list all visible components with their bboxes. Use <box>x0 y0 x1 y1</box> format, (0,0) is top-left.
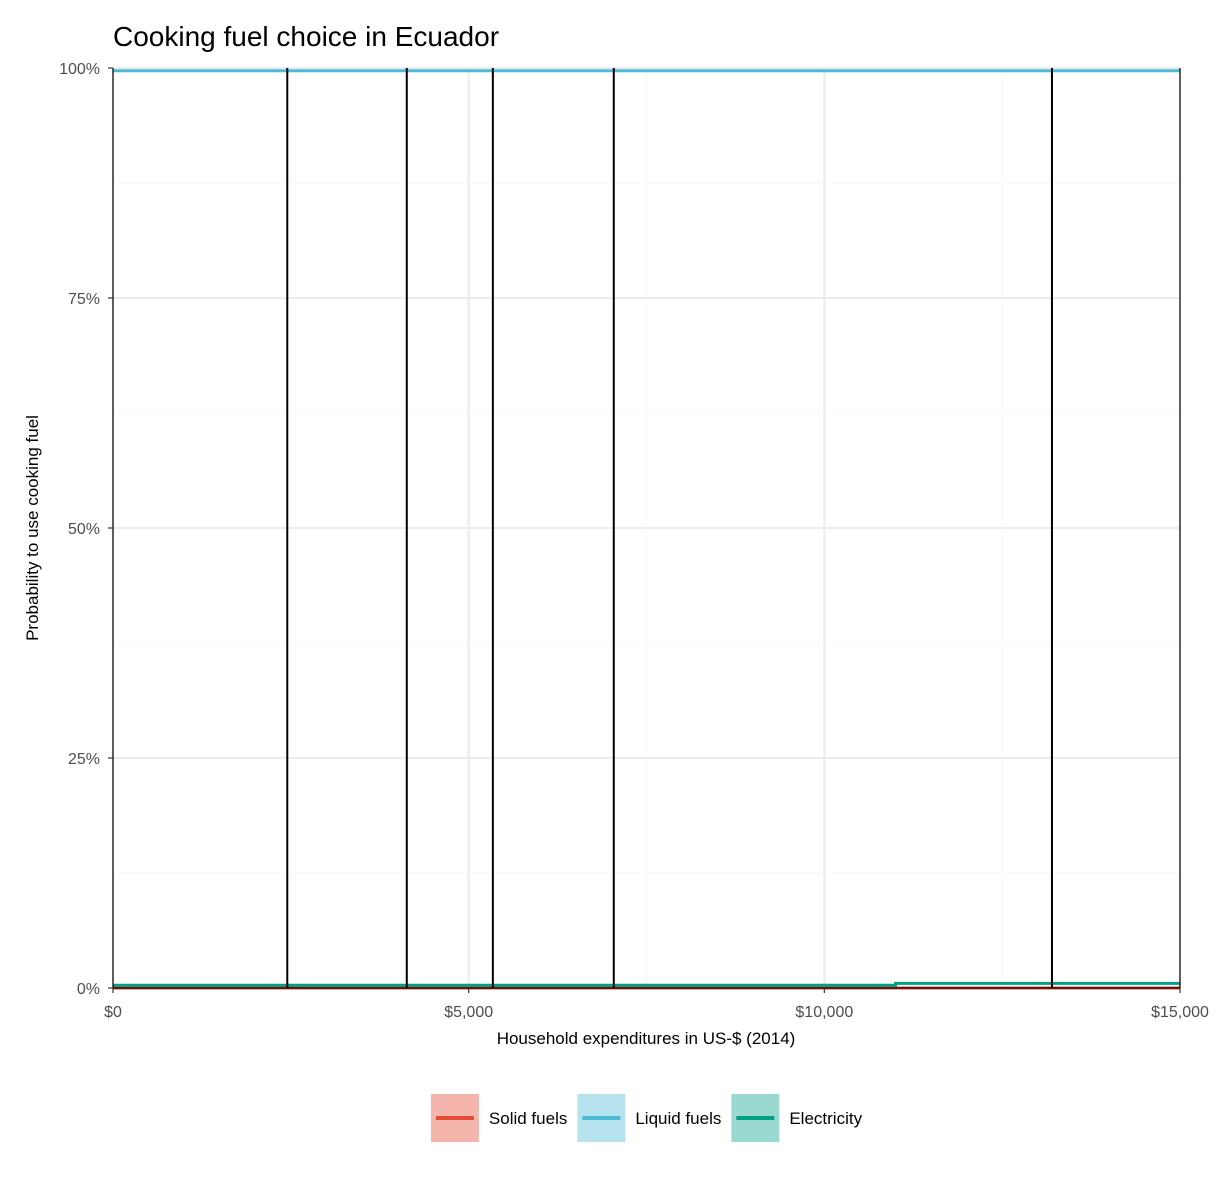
y-tick-label: 25% <box>68 751 100 768</box>
x-tick-label: $15,000 <box>1151 1004 1209 1021</box>
x-tick-label: $5,000 <box>444 1004 493 1021</box>
y-ticks: 0% 25% 50% 75% 100% <box>59 61 113 998</box>
y-tick-label: 100% <box>59 61 100 78</box>
vline-layer <box>286 68 1053 988</box>
y-axis-title: Probability to use cooking fuel <box>23 415 42 641</box>
legend-label-electricity: Electricity <box>789 1109 862 1128</box>
legend-label-liquid-fuels: Liquid fuels <box>635 1109 721 1128</box>
legend: Solid fuels Liquid fuels Electricity <box>430 1094 863 1142</box>
series-line-electricity <box>113 981 1180 987</box>
x-ticks: $0 $5,000 $10,000 $15,000 <box>104 988 1209 1021</box>
chart-title: Cooking fuel choice in Ecuador <box>113 21 499 52</box>
x-tick-label: $10,000 <box>795 1004 853 1021</box>
grid <box>112 67 1181 989</box>
y-tick-label: 0% <box>77 981 100 998</box>
legend-label-solid-fuels: Solid fuels <box>489 1109 567 1128</box>
x-axis-title: Household expenditures in US-$ (2014) <box>497 1029 796 1048</box>
x-tick-label: $0 <box>104 1004 122 1021</box>
y-tick-label: 50% <box>68 521 100 538</box>
y-tick-label: 75% <box>68 291 100 308</box>
